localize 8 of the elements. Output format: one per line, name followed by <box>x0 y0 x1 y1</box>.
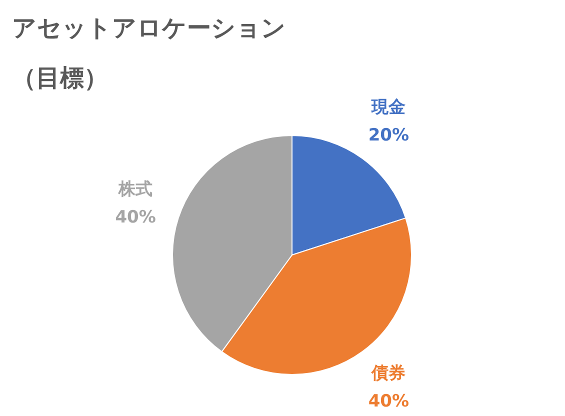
data-label: 40% <box>368 392 410 412</box>
chart-title: アセットアロケーション <box>12 13 286 44</box>
slice-label: 株式 <box>118 180 153 200</box>
slice-label: 債券 <box>370 364 406 384</box>
data-label: 40% <box>115 208 156 228</box>
chart-subtitle: （目標） <box>12 63 108 94</box>
data-label: 20% <box>368 125 410 146</box>
slice-label: 現金 <box>370 97 406 118</box>
